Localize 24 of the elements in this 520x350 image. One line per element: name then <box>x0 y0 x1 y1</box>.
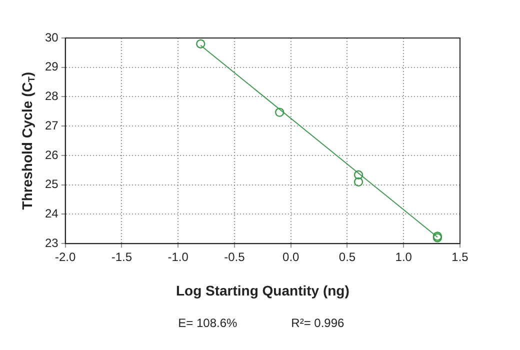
y-tick-label: 26 <box>44 148 59 162</box>
text: R²= 0.996 <box>291 316 345 330</box>
x-tick-label: -2.0 <box>55 250 76 264</box>
y-tick-label: 24 <box>44 206 59 221</box>
y-axis-title: Threshold Cycle (CT) <box>18 72 37 210</box>
y-tick-label: 29 <box>44 60 59 74</box>
x-tick-label: 0.5 <box>338 250 356 264</box>
y-tick-label: 25 <box>44 177 59 192</box>
x-tick-label: -0.5 <box>224 250 246 264</box>
point <box>196 39 206 48</box>
x-axis-title: Log Starting Quantity (ng) <box>176 282 350 298</box>
x-tick-label: -1.0 <box>168 250 189 264</box>
y-tick-label: 30 <box>44 30 59 44</box>
x-tick-label: 0.0 <box>282 250 300 264</box>
x-tick-label: -1.5 <box>111 250 132 264</box>
point <box>354 170 364 180</box>
point <box>354 177 364 187</box>
y-tick-label: 28 <box>44 89 59 104</box>
text: E= 108.6% <box>178 316 238 330</box>
x-tick-label: 1.5 <box>452 250 469 264</box>
y-tick-label: 23 <box>44 236 59 250</box>
point <box>274 108 284 117</box>
x-tick-label: 1.0 <box>395 250 412 264</box>
y-tick-label: 27 <box>44 118 59 132</box>
